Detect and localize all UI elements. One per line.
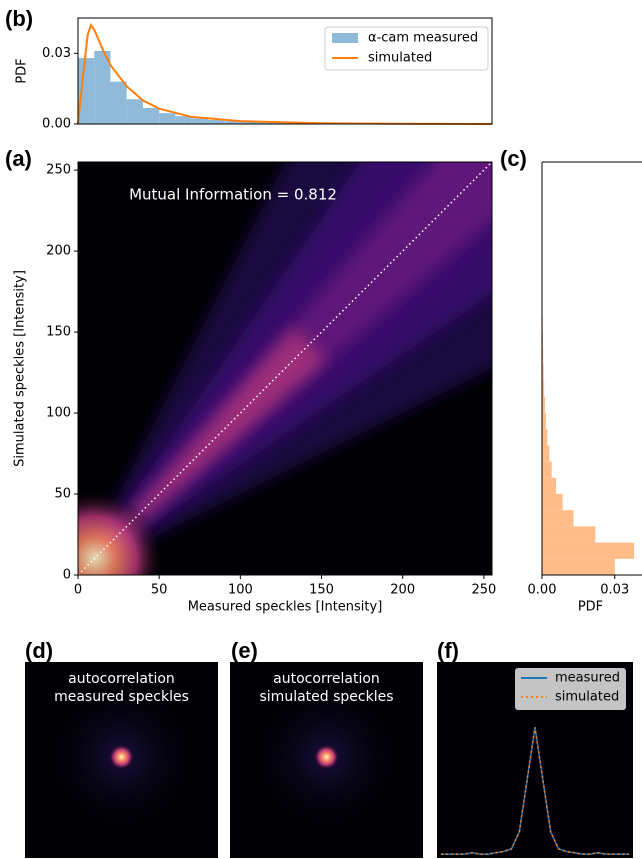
bar [127, 99, 143, 124]
legend-label: simulated [368, 51, 432, 66]
bar [175, 116, 191, 124]
legend-swatch [332, 33, 358, 43]
bar [143, 108, 159, 124]
bar [159, 113, 175, 124]
bars [542, 170, 634, 575]
x-axis-label: Measured speckles [Intensity] [188, 600, 383, 615]
y-tick-label: 200 [46, 244, 71, 259]
x-tick-label: 0.03 [600, 583, 629, 598]
legend-label: α-cam measured [368, 31, 478, 46]
image-spot [314, 744, 340, 770]
bar [542, 445, 549, 461]
x-tick-label: 0 [74, 583, 82, 598]
panel-label: (d) [25, 638, 53, 663]
bar [542, 478, 556, 494]
y-tick-label: 0.00 [42, 117, 71, 132]
panel-label: (a) [5, 146, 32, 171]
legend-label: measured [555, 671, 620, 686]
panel-label: (e) [231, 638, 258, 663]
image-annotation: autocorrelation [273, 671, 380, 687]
image-annotation: simulated speckles [260, 689, 394, 705]
panel-label: (f) [437, 638, 459, 663]
y-axis-label: PDF [15, 58, 30, 83]
bar [192, 118, 208, 124]
image-spot [109, 744, 135, 770]
x-tick-label: 150 [309, 583, 334, 598]
x-tick-label: 200 [390, 583, 415, 598]
bar [542, 462, 552, 478]
y-tick-label: 0 [63, 568, 71, 583]
panel-label: (b) [5, 6, 33, 31]
x-tick-label: 250 [471, 583, 496, 598]
bar [542, 494, 563, 510]
bar [542, 510, 574, 526]
x-axis-label: PDF [578, 600, 603, 615]
y-tick-label: 150 [46, 325, 71, 340]
figure: 0.00 0.03 PDF α-cam measured simulated (b) 0 50… [0, 0, 642, 859]
bar [542, 543, 634, 559]
x-tick-label: 100 [228, 583, 253, 598]
bar [110, 82, 126, 124]
bar [542, 413, 546, 429]
bar [542, 559, 615, 575]
bar [542, 526, 595, 542]
annotation: Mutual Information = 0.812 [129, 186, 337, 204]
panel-label: (c) [500, 146, 527, 171]
image-annotation: measured speckles [54, 689, 189, 705]
y-tick-label: 0.03 [42, 46, 71, 61]
y-tick-label: 100 [46, 406, 71, 421]
x-tick-label: 0.00 [528, 583, 557, 598]
legend-label: simulated [555, 690, 619, 705]
y-tick-label: 250 [46, 163, 71, 178]
x-tick-label: 50 [151, 583, 168, 598]
y-tick-label: 50 [54, 487, 71, 502]
bar [542, 429, 547, 445]
bar [208, 120, 224, 124]
image-annotation: autocorrelation [68, 671, 175, 687]
y-axis-label: Simulated speckles [Intensity] [13, 270, 28, 467]
